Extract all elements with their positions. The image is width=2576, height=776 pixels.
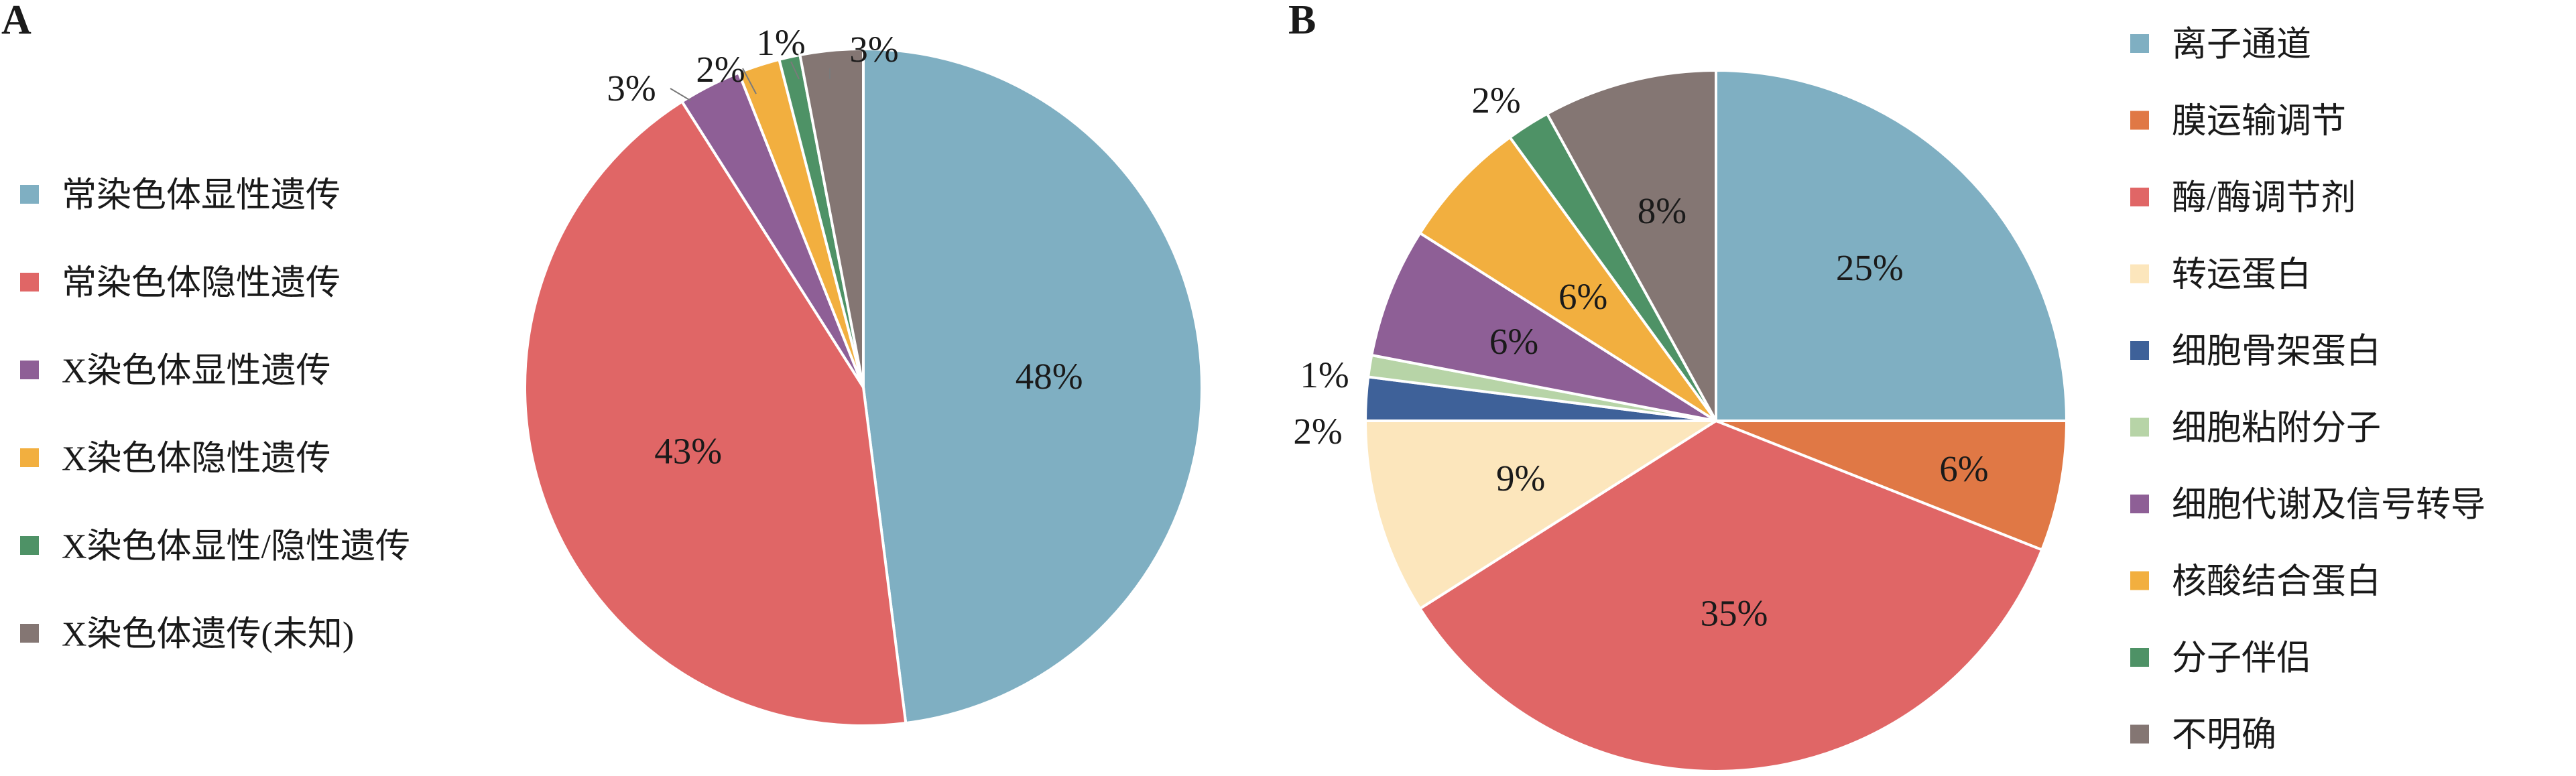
slice-label: 9% xyxy=(1496,458,1545,499)
slice-label: 25% xyxy=(1836,247,1904,288)
legend-swatch xyxy=(2130,111,2149,130)
slice-label: 48% xyxy=(1016,356,1083,397)
legend-label: 膜运输调节 xyxy=(2172,103,2346,141)
panel-label-b: B xyxy=(1288,0,1316,43)
legend-swatch xyxy=(20,536,39,555)
legend-label: 细胞骨架蛋白 xyxy=(2172,333,2381,371)
slice-label: 35% xyxy=(1701,593,1768,634)
legend-swatch xyxy=(2130,417,2149,437)
legend-label: 常染色体显性遗传 xyxy=(62,177,341,215)
legend-swatch xyxy=(2130,724,2149,744)
slice-label: 6% xyxy=(1489,321,1538,362)
slice-label: 3% xyxy=(607,68,656,109)
legend-label: 转运蛋白 xyxy=(2172,256,2311,294)
legend-label: X染色体遗传(未知) xyxy=(62,616,354,654)
legend-swatch xyxy=(2130,495,2149,513)
pie-slice xyxy=(1369,231,1717,422)
legend-swatch xyxy=(2130,188,2149,206)
legend-label: 不明确 xyxy=(2172,716,2276,755)
legend-swatch xyxy=(20,361,39,379)
legend-swatch xyxy=(2130,571,2149,590)
pie-slice xyxy=(1545,68,1717,422)
legend-swatch xyxy=(20,448,39,467)
slice-label: 6% xyxy=(1558,276,1607,317)
slice-label: 1% xyxy=(756,22,805,63)
legend-swatch xyxy=(2130,341,2149,360)
legend-swatch xyxy=(20,273,39,292)
pie-slice xyxy=(1418,419,2044,773)
legend-label: 常染色体隐性遗传 xyxy=(62,265,341,303)
legend-swatch xyxy=(20,624,39,643)
slice-label: 2% xyxy=(1471,80,1520,121)
legend-label: 核酸结合蛋白 xyxy=(2172,563,2381,601)
pie-slice xyxy=(1418,135,1717,422)
slice-label: 3% xyxy=(849,29,898,70)
legend-label: 离子通道 xyxy=(2172,26,2311,64)
legend-label: 酶/酶调节剂 xyxy=(2172,180,2355,218)
slice-label: 6% xyxy=(1939,448,1988,489)
leader-line xyxy=(790,61,800,80)
pie-slice xyxy=(1715,68,2069,422)
pie-slice xyxy=(524,99,908,727)
legend-label: 分子伴侣 xyxy=(2172,640,2311,678)
slice-label: 2% xyxy=(696,49,745,90)
pie-chart-b: 25% 6% 35% 9% 2% 1% 6% 6% 2% 8% xyxy=(1293,68,2069,773)
slice-label: 2% xyxy=(1293,411,1342,452)
legend-label: X染色体隐性遗传 xyxy=(62,440,331,478)
legend-label: X染色体显性遗传 xyxy=(62,352,331,391)
legend-b: 离子通道膜运输调节酶/酶调节剂转运蛋白细胞骨架蛋白细胞粘附分子细胞代谢及信号转导… xyxy=(2130,26,2486,755)
pie-chart-a: 48% 43% 3% 2% 1% 3% xyxy=(524,22,1203,727)
legend-swatch xyxy=(2130,648,2149,667)
pie-slice xyxy=(798,47,865,388)
legend-label: X染色体显性/隐性遗传 xyxy=(62,528,410,566)
legend-label: 细胞粘附分子 xyxy=(2172,409,2381,448)
legend-swatch xyxy=(20,185,39,204)
legend-swatch xyxy=(2130,264,2149,283)
leader-line xyxy=(670,88,691,101)
legend-swatch xyxy=(2130,34,2149,53)
slice-label: 43% xyxy=(654,430,722,471)
leader-line xyxy=(742,68,757,94)
slice-label: 8% xyxy=(1638,190,1686,231)
pie-slice xyxy=(1363,419,1721,611)
pie-slice xyxy=(1715,419,2069,552)
slice-label: 1% xyxy=(1300,354,1349,395)
pie-slice xyxy=(862,47,1203,725)
legend-label: 细胞代谢及信号转导 xyxy=(2172,487,2486,525)
panel-label-a: A xyxy=(1,0,32,43)
